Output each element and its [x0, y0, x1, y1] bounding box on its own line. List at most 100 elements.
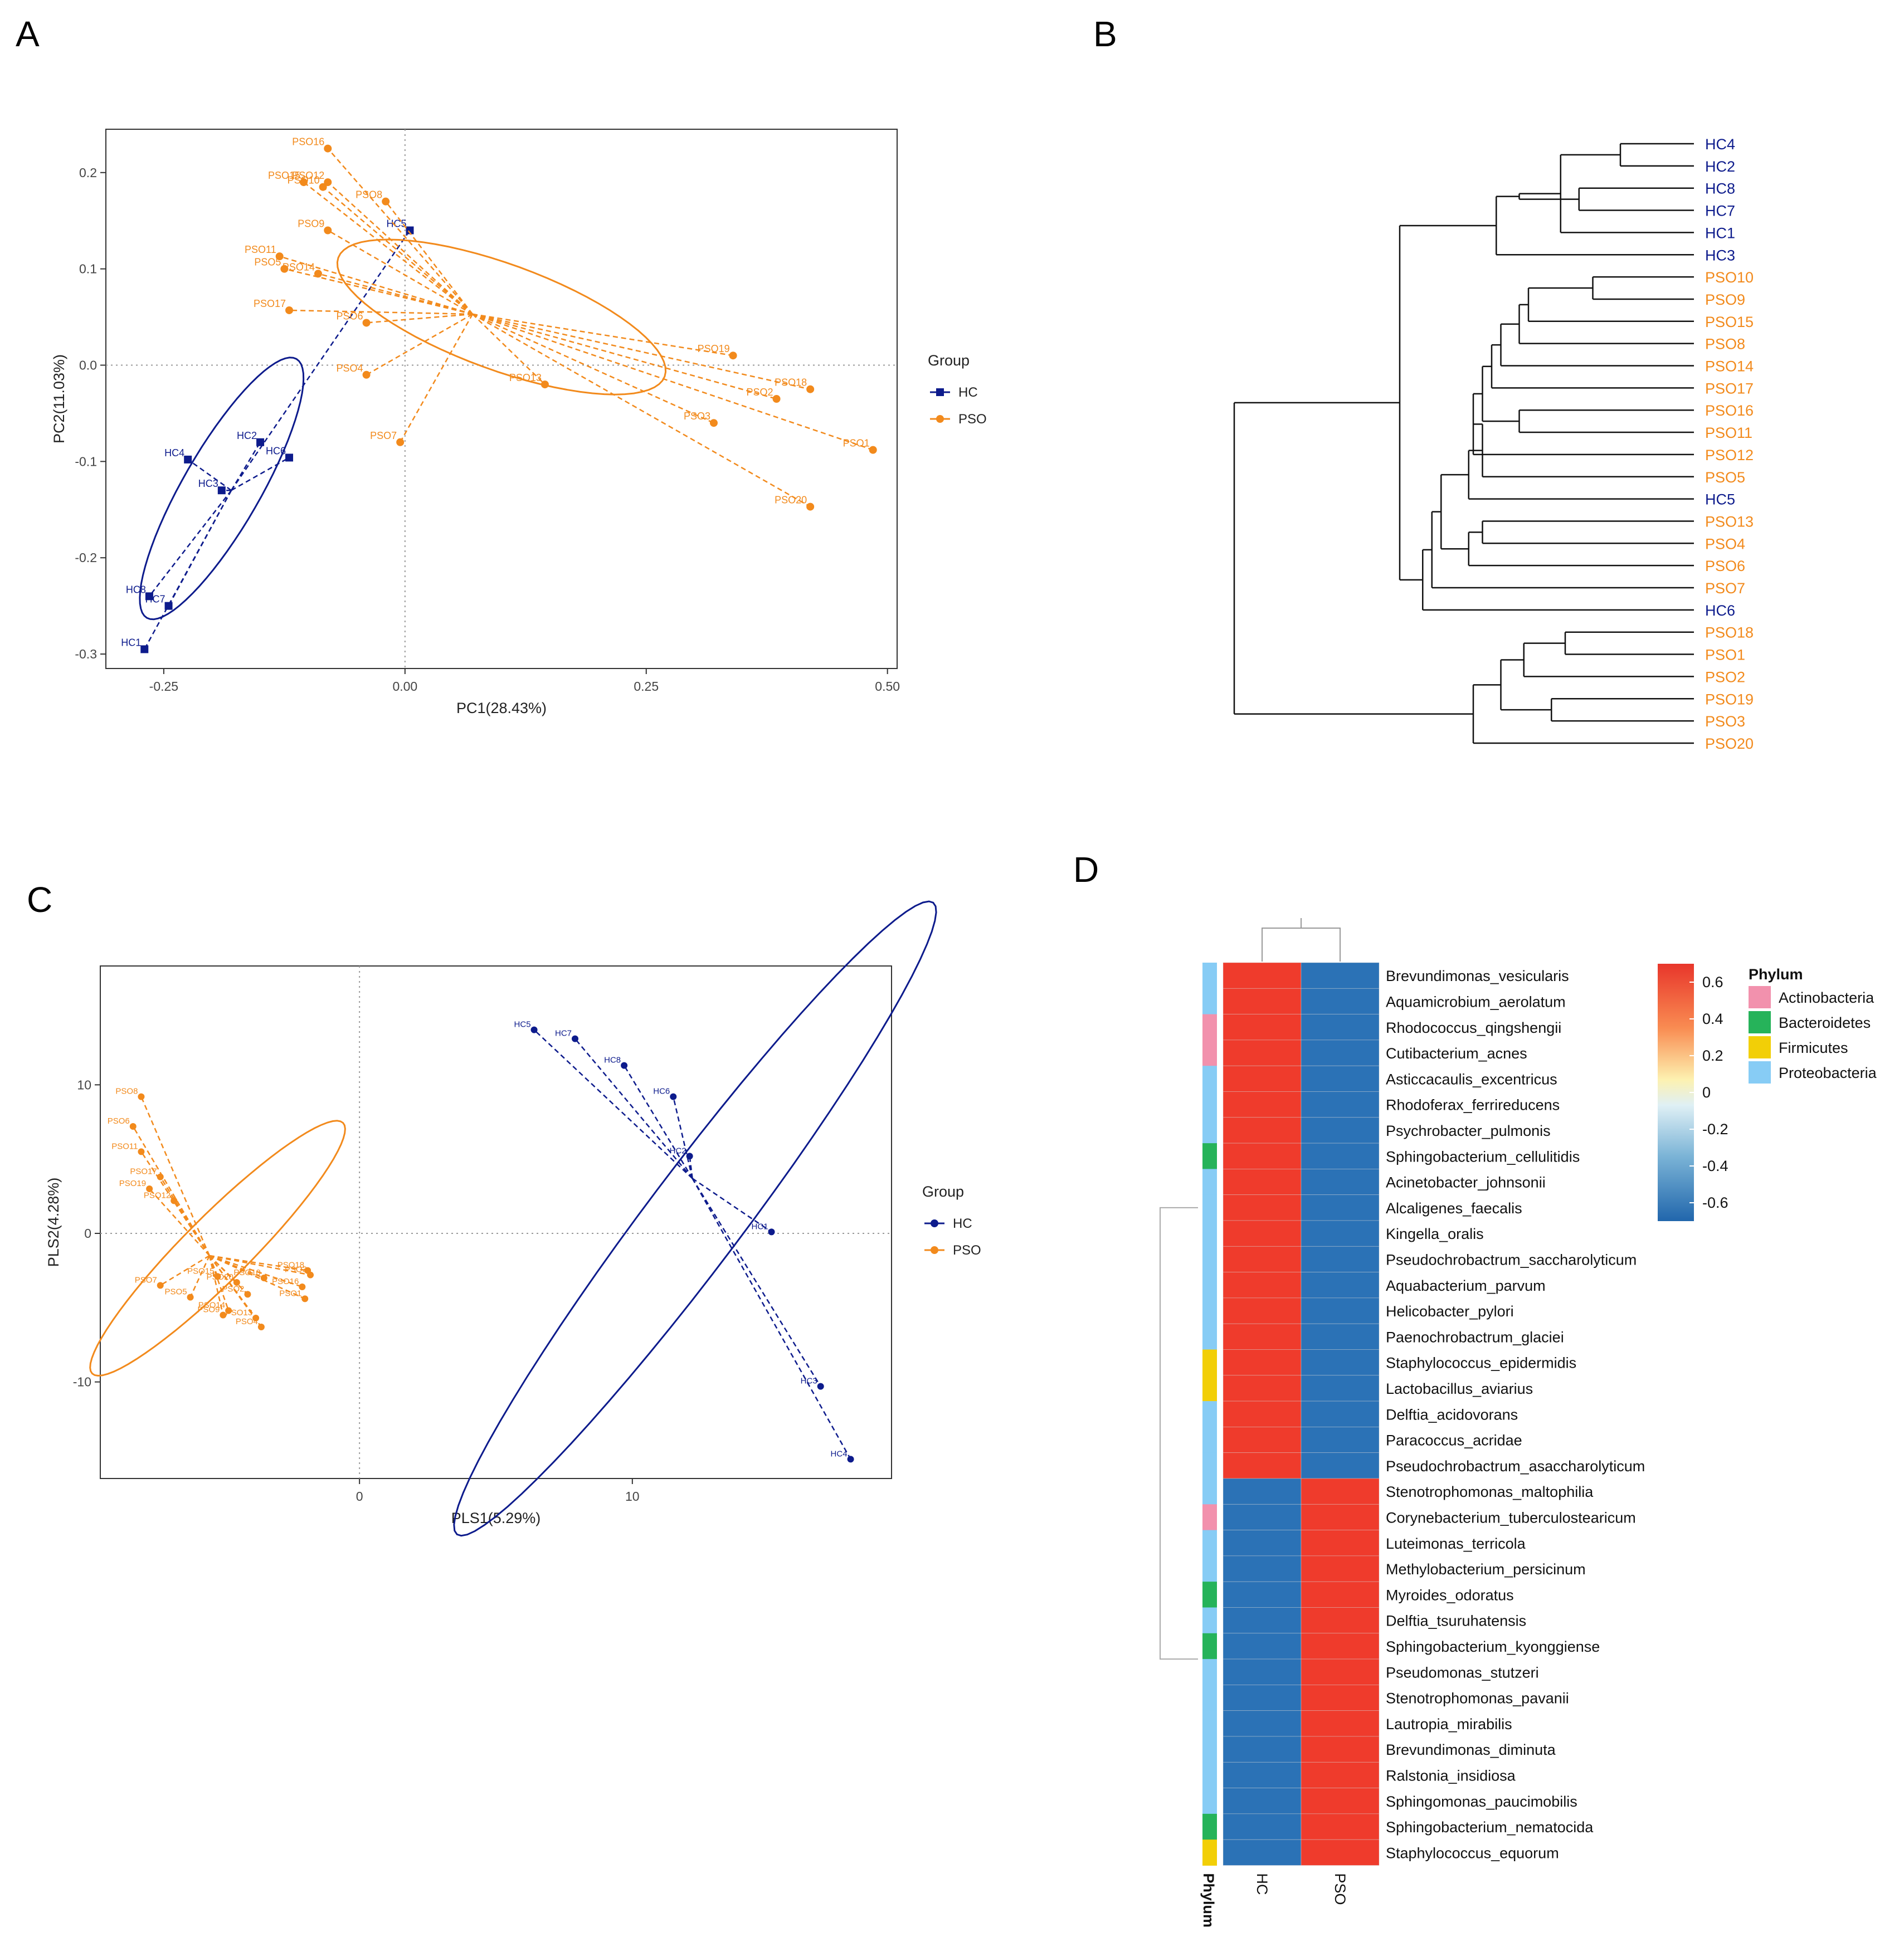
leaf-label: HC4 — [1705, 136, 1735, 153]
point-label: PSO20 — [775, 495, 807, 506]
point-label: HC8 — [604, 1056, 621, 1065]
phylum-annotation-cell — [1202, 1736, 1217, 1763]
data-point — [171, 1197, 178, 1204]
data-point — [285, 453, 294, 462]
spider-line — [574, 1038, 693, 1179]
spider-line — [279, 255, 473, 315]
y-tick-label: -0.3 — [75, 647, 97, 661]
leaf-label: HC7 — [1705, 203, 1735, 219]
row-label: Ralstonia_insidiosa — [1386, 1767, 1516, 1784]
spider-line — [673, 1096, 693, 1179]
point-label: HC3 — [801, 1377, 817, 1386]
x-tick-label: -0.25 — [149, 679, 178, 694]
data-point — [324, 144, 332, 153]
data-point — [530, 1026, 538, 1033]
phylum-legend-title: Phylum — [1749, 966, 1803, 983]
heatmap-cell — [1301, 1349, 1380, 1376]
phylum-annotation-cell — [1202, 1091, 1217, 1118]
data-point — [382, 197, 390, 206]
point-label: PSO3 — [684, 411, 710, 422]
column-label: PSO — [1332, 1873, 1348, 1905]
row-label: Staphylococcus_equorum — [1386, 1844, 1559, 1861]
row-label: Alcaligenes_faecalis — [1386, 1200, 1522, 1217]
phylum-annotation-cell — [1202, 1040, 1217, 1066]
spider-line — [159, 1177, 210, 1256]
data-point — [275, 252, 284, 261]
spider-line — [624, 1065, 693, 1179]
heatmap-cell — [1223, 1788, 1302, 1814]
data-point — [362, 319, 371, 327]
spider-line — [208, 1255, 218, 1277]
spider-line — [472, 313, 777, 400]
heatmap-cell — [1301, 1581, 1380, 1608]
data-point — [280, 265, 289, 273]
point-label: PSO15 — [268, 170, 300, 181]
point-label: PSO8 — [115, 1087, 138, 1096]
point-label: PSO1 — [279, 1289, 301, 1298]
heatmap-cell — [1301, 1555, 1380, 1582]
leaf-label: PSO10 — [1705, 269, 1754, 286]
spider-line — [208, 1255, 237, 1283]
data-point — [157, 1173, 164, 1180]
colorbar-tick-label: -0.6 — [1702, 1194, 1728, 1211]
heatmap-cell — [1223, 1220, 1302, 1247]
legend-label: PSO — [958, 412, 987, 427]
spider-line — [187, 458, 232, 491]
colorbar-tick-label: 0 — [1702, 1084, 1711, 1101]
legend-title: Group — [928, 352, 970, 369]
phylum-legend-label: Proteobacteria — [1779, 1065, 1877, 1081]
data-point — [709, 419, 718, 427]
data-point — [869, 446, 877, 454]
point-label: HC6 — [266, 445, 286, 456]
heatmap-cell — [1223, 1349, 1302, 1376]
spider-line — [472, 313, 714, 424]
y-tick-label: 0.0 — [79, 358, 97, 373]
phylum-legend-swatch — [1749, 986, 1771, 1008]
data-point — [621, 1062, 628, 1069]
point-label: PSO9 — [197, 1305, 220, 1315]
point-label: PSO7 — [135, 1275, 157, 1285]
heatmap-cell — [1301, 1040, 1380, 1066]
point-label: PSO11 — [245, 244, 276, 255]
panel-a-chart: -0.25 0.00 0.25 0.50 -0.3 -0.2 -0.1 0.0 0.1 0.2 PC… — [51, 129, 987, 716]
point-label: PSO16 — [272, 1277, 299, 1286]
phylum-annotation-cell — [1202, 1710, 1217, 1737]
heatmap-cell — [1301, 1478, 1380, 1505]
x-axis-label: PLS1(5.29%) — [451, 1510, 541, 1526]
spider-line — [472, 313, 811, 508]
point-label: PSO6 — [108, 1116, 130, 1126]
heatmap-cell — [1301, 1091, 1380, 1118]
row-label: Corynebacterium_tuberculostearicum — [1386, 1509, 1636, 1526]
phylum-annotation-cell — [1202, 1530, 1217, 1556]
heatmap-cell — [1301, 1246, 1380, 1273]
y-axis-label: PC2(11.03%) — [51, 354, 67, 443]
row-label: Acinetobacter_johnsonii — [1386, 1174, 1546, 1191]
data-point — [157, 1282, 164, 1289]
spider-line — [160, 1255, 210, 1286]
row-label: Delftia_tsuruhatensis — [1386, 1613, 1526, 1629]
data-point — [217, 486, 226, 495]
heatmap-cell — [1223, 1736, 1302, 1763]
y-tick-label: 0.2 — [79, 165, 97, 180]
heatmap-cell — [1301, 1813, 1380, 1840]
point-label: HC1 — [752, 1222, 768, 1231]
point-label: PSO17 — [130, 1167, 157, 1177]
row-label: Aquabacterium_parvum — [1386, 1277, 1546, 1294]
phylum-legend-swatch — [1749, 1036, 1771, 1058]
row-label: Brevundimonas_diminuta — [1386, 1741, 1556, 1758]
point-label: PSO18 — [775, 377, 807, 388]
phylum-annotation-cell — [1202, 1555, 1217, 1582]
leaf-label: PSO4 — [1705, 535, 1745, 552]
phylum-annotation-cell — [1202, 1633, 1217, 1660]
heatmap-cell — [1223, 1710, 1302, 1737]
heatmap-cell — [1223, 1555, 1302, 1582]
column-label: HC — [1254, 1873, 1270, 1895]
data-point — [140, 645, 149, 653]
leaf-label: PSO8 — [1705, 336, 1745, 353]
x-tick-label: 0.25 — [634, 679, 659, 694]
data-point — [362, 370, 371, 379]
leaf-label: PSO18 — [1705, 624, 1754, 641]
data-point — [729, 352, 737, 360]
confidence-ellipse — [89, 1120, 346, 1377]
